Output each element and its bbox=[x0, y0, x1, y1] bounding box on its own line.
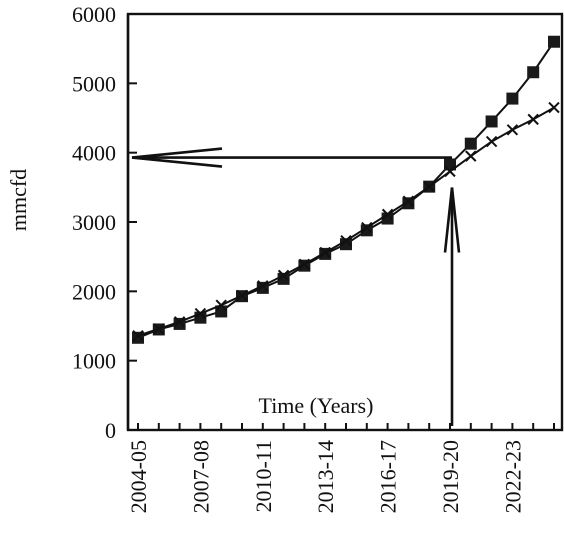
data-point-cross bbox=[257, 280, 269, 292]
data-point-cross bbox=[194, 307, 207, 320]
data-point-cross bbox=[361, 221, 373, 234]
y-tick-label: 4000 bbox=[72, 141, 116, 166]
data-point-cross bbox=[465, 150, 477, 162]
data-point-cross bbox=[444, 165, 456, 178]
x-tick-label: 2019-20 bbox=[438, 440, 463, 513]
y-tick-label: 0 bbox=[105, 418, 116, 443]
y-tick-label: 3000 bbox=[72, 210, 116, 235]
data-point-cross bbox=[132, 329, 144, 342]
y-axis-ticks: 0 1000 2000 3000 4000 5000 6000 bbox=[72, 2, 137, 443]
data-point-square bbox=[464, 137, 477, 150]
data-point-square bbox=[548, 35, 560, 48]
y-tick-label: 1000 bbox=[72, 349, 116, 374]
annotation-arrows bbox=[131, 147, 461, 426]
vertical-arrowhead bbox=[443, 187, 461, 253]
x-axis-ticks: 2004-05 2007-08 2010-11 2013-14 2016-17 2019-… bbox=[126, 423, 555, 513]
data-point-cross bbox=[527, 113, 539, 126]
x-tick-label: 2010-11 bbox=[251, 440, 276, 513]
data-point-cross bbox=[340, 235, 352, 247]
data-point-cross bbox=[236, 289, 248, 302]
data-point-square bbox=[485, 115, 498, 128]
plot-frame bbox=[126, 12, 564, 432]
data-point-cross bbox=[298, 258, 311, 271]
data-point-cross bbox=[319, 246, 331, 259]
data-point-cross bbox=[548, 101, 560, 114]
x-tick-label: 2022-23 bbox=[500, 440, 525, 513]
horizontal-arrowhead bbox=[131, 147, 223, 168]
data-point-cross bbox=[277, 269, 290, 282]
data-point-square bbox=[340, 238, 352, 251]
series-layer bbox=[132, 35, 560, 344]
y-axis-title: mmcfd bbox=[6, 169, 31, 231]
data-point-cross bbox=[402, 195, 415, 207]
series-line-square bbox=[137, 41, 555, 339]
data-point-cross bbox=[215, 299, 227, 311]
data-point-square bbox=[527, 66, 540, 79]
y-tick-label: 6000 bbox=[72, 2, 116, 27]
x-tick-label: 2007-08 bbox=[188, 440, 213, 513]
data-point-square bbox=[360, 224, 373, 237]
data-point-square bbox=[506, 92, 519, 105]
y-tick-label: 5000 bbox=[72, 71, 116, 96]
y-tick-label: 2000 bbox=[72, 279, 116, 304]
data-point-cross bbox=[153, 323, 165, 335]
data-point-cross bbox=[423, 180, 435, 193]
x-axis-title: Time (Years) bbox=[259, 393, 374, 418]
x-tick-label: 2013-14 bbox=[313, 440, 338, 513]
data-point-cross bbox=[381, 208, 394, 221]
data-point-cross bbox=[506, 124, 519, 136]
data-point-cross bbox=[173, 316, 186, 328]
x-tick-label: 2004-05 bbox=[126, 440, 151, 513]
x-tick-label: 2016-17 bbox=[376, 440, 401, 513]
data-point-cross bbox=[485, 135, 498, 148]
